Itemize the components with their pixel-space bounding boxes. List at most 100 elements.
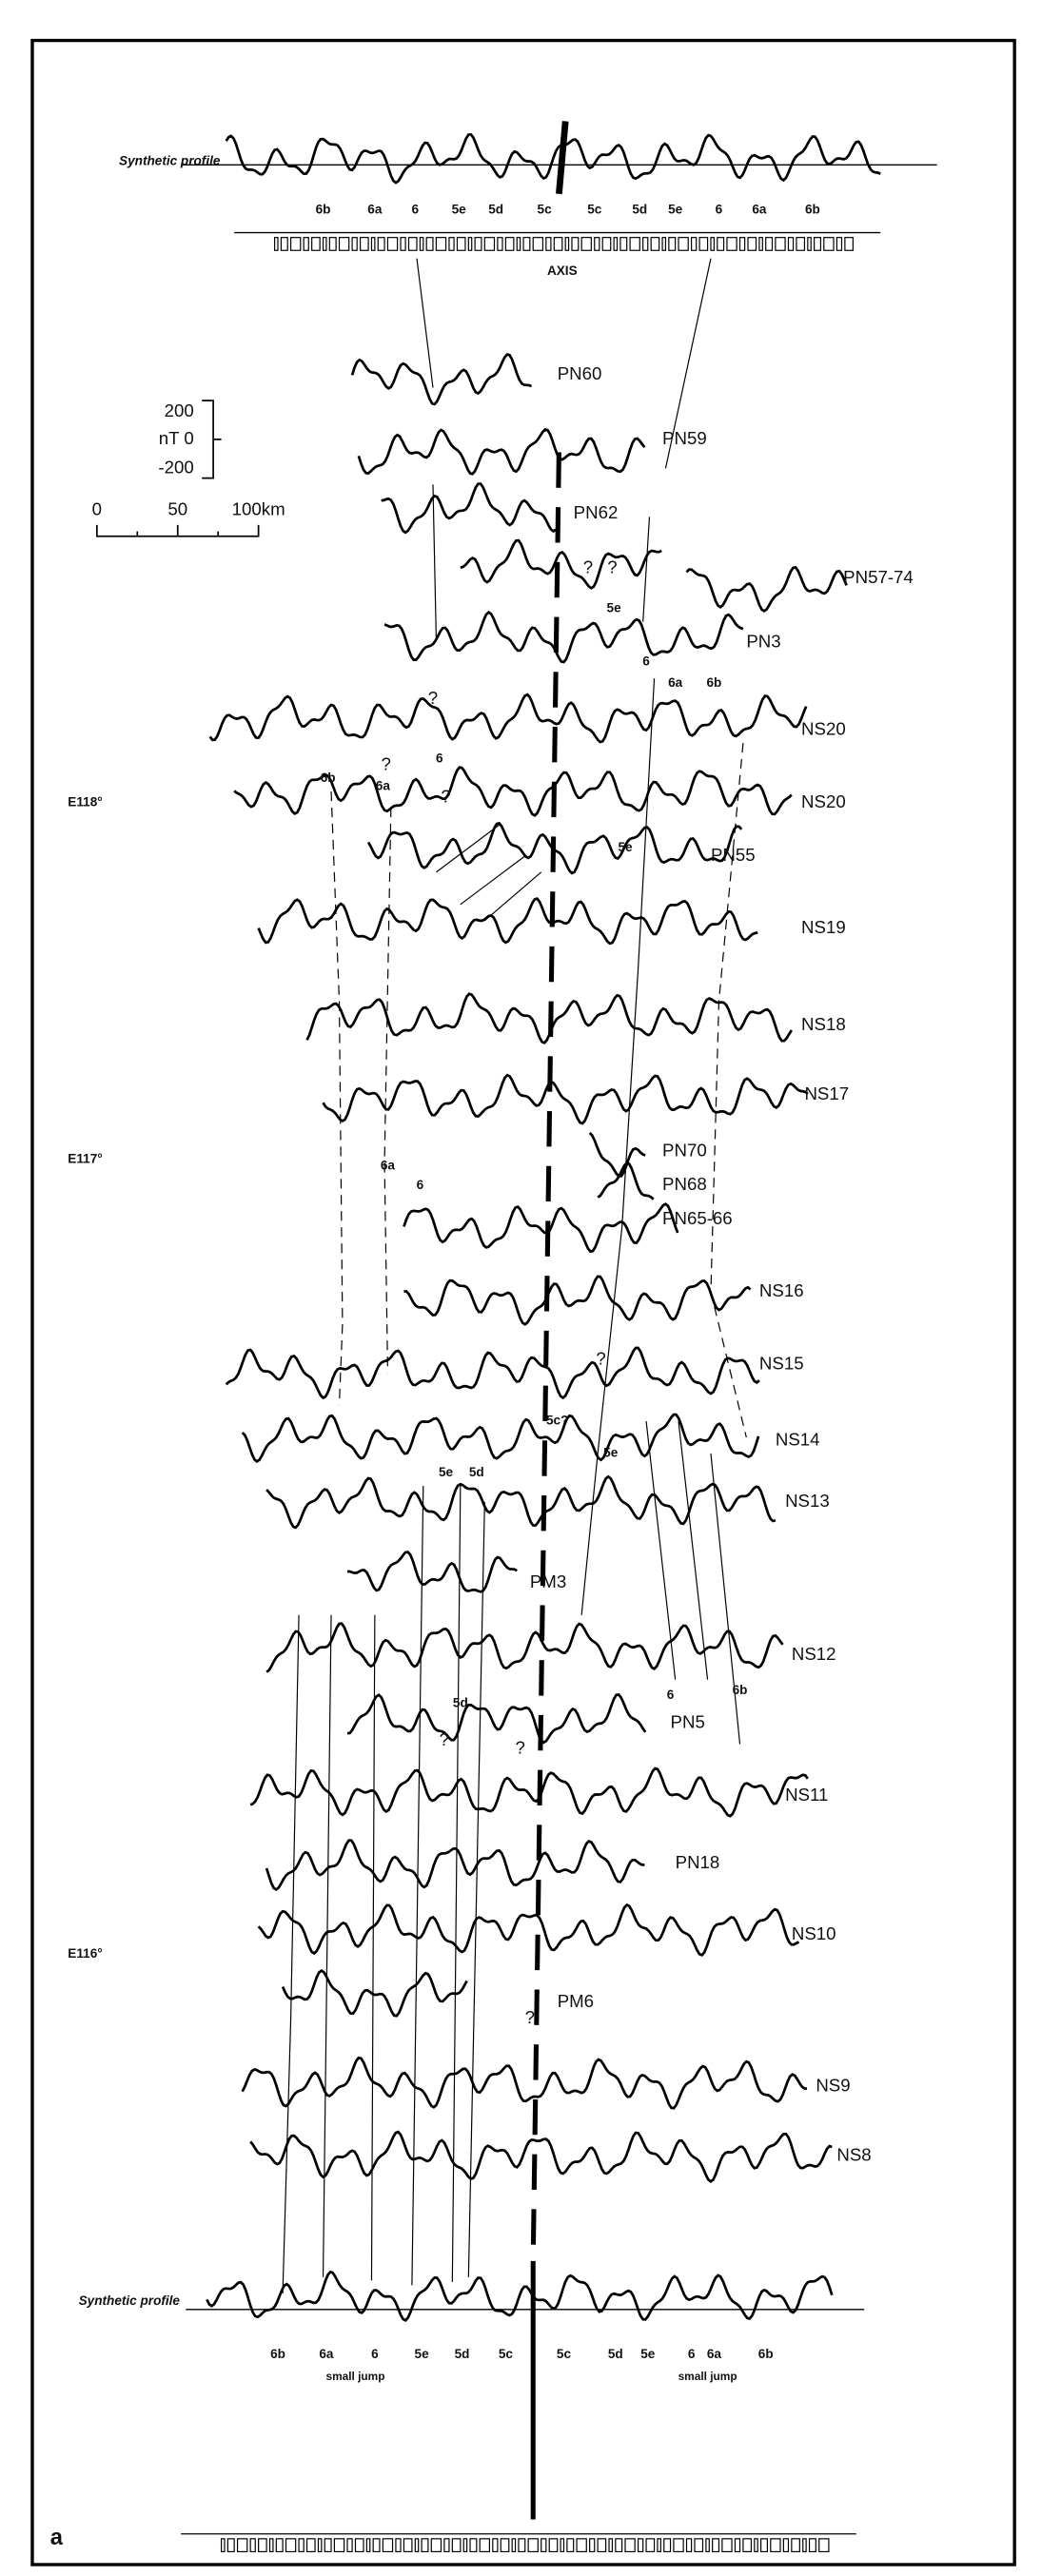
profile-trace — [460, 538, 662, 590]
polarity-block — [220, 2538, 226, 2553]
polarity-block — [808, 2538, 816, 2553]
polarity-block — [395, 2538, 402, 2553]
polarity-block — [425, 237, 434, 251]
polarity-block — [451, 2538, 462, 2553]
label: PN18 — [676, 1852, 720, 1872]
polarity-block — [754, 2538, 758, 2553]
label: PM6 — [558, 1991, 594, 2011]
polarity-block — [303, 237, 309, 251]
label: 6 — [417, 1178, 424, 1192]
label: 200 — [165, 400, 194, 420]
polarity-block — [560, 2538, 565, 2553]
label: small jump — [325, 2370, 384, 2383]
polarity-block — [608, 2538, 614, 2553]
polarity-block — [483, 237, 496, 251]
label: 5d — [469, 1465, 484, 1479]
label: NS9 — [816, 2075, 850, 2095]
polarity-block — [479, 2538, 490, 2553]
polarity-block — [823, 237, 835, 251]
polarity-block — [382, 2538, 394, 2553]
polarity-block — [698, 237, 709, 251]
label: 5e — [415, 2347, 430, 2361]
polarity-block — [414, 2538, 420, 2553]
polarity-block — [580, 237, 592, 251]
polarity-block — [717, 237, 725, 251]
polarity-block — [818, 2538, 830, 2553]
polarity-block — [691, 237, 698, 251]
polarity-block — [705, 2538, 710, 2553]
profile-trace — [346, 1551, 518, 1593]
label: NS17 — [804, 1083, 849, 1103]
label: 6 — [716, 202, 723, 216]
polarity-block — [532, 237, 544, 251]
polarity-block — [324, 2538, 332, 2553]
polarity-block — [322, 237, 327, 251]
polarity-block — [601, 237, 612, 251]
label: NS18 — [801, 1014, 846, 1034]
polarity-block — [516, 237, 521, 251]
polarity-block — [403, 2538, 413, 2553]
polarity-block — [504, 237, 515, 251]
polarity-block — [712, 2538, 720, 2553]
label: NS10 — [792, 1923, 836, 1943]
polarity-block — [462, 2538, 468, 2553]
label: -200 — [158, 457, 193, 477]
polarity-block — [624, 2538, 636, 2553]
label: PN70 — [662, 1140, 707, 1160]
label: NS12 — [792, 1644, 836, 1664]
polarity-block — [650, 237, 660, 251]
profile-trace — [350, 353, 533, 406]
profile-trace — [403, 1275, 752, 1326]
label: 6b — [758, 2347, 774, 2361]
polarity-block — [467, 237, 473, 251]
label: E118° — [68, 794, 102, 809]
polarity-block — [747, 237, 757, 251]
polarity-block — [844, 237, 854, 251]
polarity-block — [564, 237, 570, 251]
polarity-block — [365, 2538, 371, 2553]
label: NS14 — [776, 1429, 820, 1449]
polarity-block — [673, 2538, 684, 2553]
profile-trace — [366, 821, 743, 875]
label: 100km — [232, 499, 285, 519]
label: NS20 — [801, 718, 846, 738]
polarity-block — [619, 237, 628, 251]
polarity-block — [760, 2538, 768, 2553]
polarity-block — [354, 2538, 364, 2553]
label: 5d — [608, 2347, 623, 2361]
label: 6 — [667, 1688, 675, 1702]
polarity-block — [814, 237, 822, 251]
polarity-block — [500, 2538, 510, 2553]
polarity-block — [346, 2538, 353, 2553]
polarity-block — [802, 2538, 807, 2553]
profile-trace — [225, 132, 881, 185]
profile-trace — [322, 1073, 809, 1125]
polarity-block — [443, 2538, 450, 2553]
polarity-block — [285, 2538, 297, 2553]
label: 5c — [499, 2347, 514, 2361]
label: ? — [525, 2007, 535, 2027]
polarity-block — [456, 237, 466, 251]
profile-trace — [588, 1132, 646, 1178]
label: 5d — [455, 2347, 470, 2361]
label: 6 — [688, 2347, 696, 2361]
polarity-block — [553, 237, 563, 251]
polarity-block — [791, 2538, 800, 2553]
profile-trace — [357, 428, 646, 476]
polarity-block — [548, 2538, 559, 2553]
polarity-block — [758, 237, 763, 251]
polarity-block — [566, 2538, 575, 2553]
polarity-block — [258, 2538, 267, 2553]
km-scale — [96, 524, 260, 537]
polarity-block — [742, 2538, 753, 2553]
label: 5c — [587, 202, 602, 216]
profile-trace — [206, 2270, 834, 2323]
label: 6b — [805, 202, 820, 216]
polarity-block — [685, 2538, 693, 2553]
polarity-block — [541, 2538, 547, 2553]
axis-line — [530, 452, 561, 2261]
polarity-block — [589, 2538, 596, 2553]
label: 5c — [538, 202, 553, 216]
profile-trace — [305, 992, 793, 1044]
